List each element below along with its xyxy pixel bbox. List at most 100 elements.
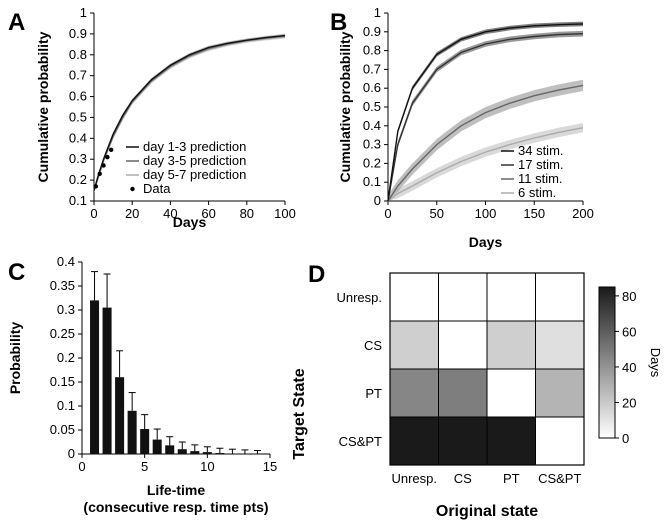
b-y-tick-label: 0 — [374, 193, 381, 208]
a-line-series-1 — [93, 34, 286, 191]
b-legend-label: 11 stim. — [518, 171, 563, 186]
panel-letter-d: D — [308, 261, 325, 288]
a-x-tick-label: 100 — [274, 206, 296, 221]
c-y-tick-label: 0.05 — [50, 422, 75, 437]
d-heatmap-frame — [389, 272, 585, 466]
b-y-label: Cumulative probability — [337, 31, 353, 182]
a-legend-data-marker — [130, 186, 135, 192]
b-x-tick-label: 0 — [384, 206, 391, 221]
b-line-series-1 — [387, 23, 584, 202]
a-x-tick-label: 0 — [90, 206, 97, 221]
a-data-point — [93, 184, 99, 189]
a-y-tick-label: 0.3 — [69, 151, 87, 166]
c-y-tick-label: 0.4 — [57, 254, 75, 269]
a-legend-label: Data — [143, 181, 171, 196]
b-y-tick-label: 0.2 — [363, 155, 381, 170]
c-x-label-sub: (consecutive resp. time pts) — [83, 499, 268, 515]
d-x-category-label: CS — [454, 471, 472, 486]
b-line-series-3 — [387, 84, 584, 202]
a-x-label: Days — [173, 214, 207, 230]
b-y-tick-label: 0.5 — [363, 99, 381, 114]
c-x-tick-label: 15 — [263, 459, 277, 474]
c-bar — [240, 453, 250, 455]
a-legend-label: day 1-3 prediction — [143, 139, 246, 154]
a-y-label: Cumulative probability — [35, 31, 51, 182]
a-data-point — [97, 171, 102, 177]
c-bar — [90, 300, 100, 454]
b-x-tick-label: 150 — [523, 206, 545, 221]
c-bar — [177, 449, 187, 454]
a-y-tick-label: 1 — [80, 5, 87, 20]
d-heatmap-cell — [535, 320, 585, 370]
d-x-category-label: CS&PT — [538, 471, 581, 486]
c-x-label: Life-time — [147, 482, 206, 498]
b-legend-label: 34 stim. — [518, 143, 564, 158]
a-y-tick-label: 0.1 — [69, 193, 87, 208]
d-heatmap-cell — [389, 272, 439, 322]
c-y-tick-label: 0.3 — [57, 302, 75, 317]
d-heatmap-cell — [438, 368, 488, 418]
a-data-point — [101, 163, 106, 168]
d-heatmap-cell — [389, 320, 439, 370]
c-y-tick-label: 0.1 — [57, 398, 75, 413]
c-bar — [252, 453, 262, 455]
a-y-tick-label: 0.6 — [69, 89, 87, 104]
d-colorbar-tick-label: 20 — [622, 395, 636, 410]
d-heatmap-cell — [486, 272, 536, 322]
b-y-tick-label: 0.4 — [363, 118, 381, 133]
panel-letter-a: A — [8, 9, 25, 36]
d-heatmap-cell — [389, 416, 439, 466]
b-legend-label: 6 stim. — [518, 185, 556, 200]
a-x-tick-label: 80 — [240, 206, 254, 221]
d-heatmap-cell — [535, 416, 585, 466]
d-y-category-label: Unresp. — [336, 290, 382, 305]
b-x-tick-label: 50 — [430, 206, 444, 221]
d-colorbar-tick-label: 80 — [622, 289, 636, 304]
d-heatmap-cell — [389, 368, 439, 418]
b-y-tick-label: 0.8 — [363, 43, 381, 58]
d-colorbar-label: Days — [648, 348, 663, 378]
b-x-tick-label: 100 — [475, 206, 497, 221]
a-data-point — [105, 154, 110, 160]
b-band-3 — [388, 79, 583, 201]
b-y-tick-label: 0.7 — [363, 61, 381, 76]
d-y-category-label: PT — [365, 386, 382, 401]
c-bar — [152, 439, 162, 454]
c-y-label: Probability — [7, 322, 23, 395]
d-colorbar-tick-label: 60 — [622, 324, 636, 339]
d-y-category-label: CS — [364, 338, 382, 353]
c-y-tick-label: 0.35 — [50, 278, 75, 293]
d-heatmap-cell — [486, 320, 536, 370]
a-y-tick-label: 0.9 — [69, 26, 87, 41]
b-line-series-2 — [387, 33, 584, 202]
d-y-category-label: CS&PT — [339, 434, 382, 449]
a-x-tick-label: 20 — [125, 206, 139, 221]
a-y-tick-label: 0.4 — [69, 130, 87, 145]
a-legend-label: day 3-5 prediction — [143, 153, 246, 168]
d-y-label: Target State — [291, 368, 308, 459]
b-y-tick-label: 1 — [374, 5, 381, 20]
d-heatmap-cell — [438, 416, 488, 466]
b-legend-label: 17 stim. — [518, 157, 564, 172]
c-x-tick-label: 10 — [200, 459, 214, 474]
d-heatmap-cell — [486, 416, 536, 466]
c-bar — [127, 410, 137, 454]
b-x-tick-label: 200 — [572, 206, 594, 221]
a-y-tick-label: 0.8 — [69, 47, 87, 62]
b-y-tick-label: 0.9 — [363, 24, 381, 39]
c-bar — [202, 452, 212, 454]
b-x-label: Days — [469, 234, 503, 250]
c-bar — [215, 453, 225, 454]
a-x-tick-label: 40 — [163, 206, 177, 221]
d-heatmap-cell — [486, 368, 536, 418]
b-y-tick-label: 0.6 — [363, 80, 381, 95]
d-x-category-label: PT — [503, 471, 520, 486]
c-y-tick-label: 0 — [68, 446, 75, 461]
c-y-tick-label: 0.15 — [50, 374, 75, 389]
d-heatmap-cell — [535, 368, 585, 418]
b-y-tick-label: 0.3 — [363, 137, 381, 152]
d-x-label: Original state — [436, 503, 538, 520]
d-colorbar-tick-label: 40 — [622, 360, 636, 375]
a-y-tick-label: 0.7 — [69, 68, 87, 83]
